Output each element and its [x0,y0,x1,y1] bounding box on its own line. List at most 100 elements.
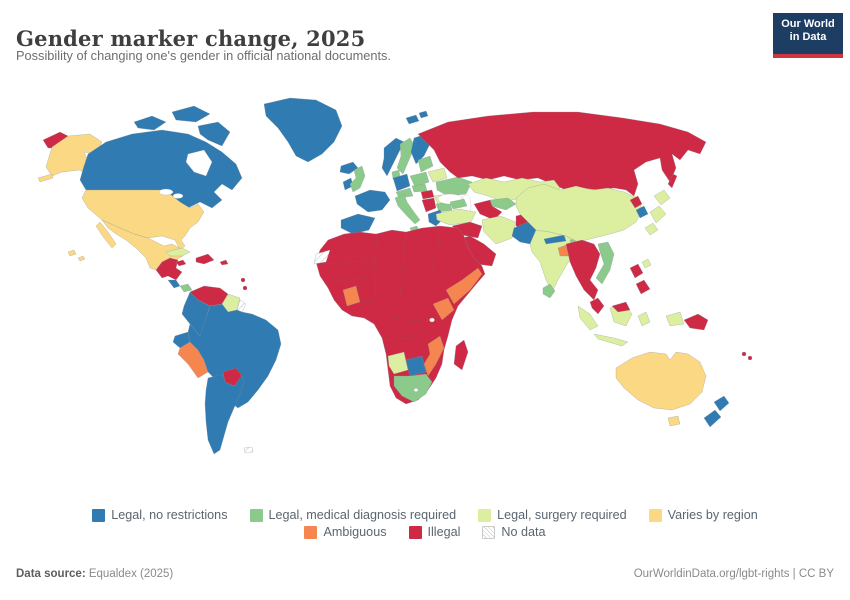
country-south-korea[interactable] [635,205,649,219]
country-north-korea[interactable] [629,195,643,209]
owid-logo-line2: in Data [789,31,827,43]
legend-label: Legal, surgery required [497,508,627,522]
country-svalbard-1[interactable] [405,114,420,125]
country-puerto-rico[interactable] [219,259,229,266]
country-fiji-2[interactable] [747,355,753,361]
country-svalbard-2[interactable] [418,110,429,119]
country-somalia[interactable] [445,267,483,305]
legend-item-no-data[interactable]: No data [482,525,546,539]
country-brazil[interactable] [187,303,282,409]
country-caucasus[interactable] [449,198,468,210]
country-fiji-1[interactable] [741,351,747,357]
owid-logo-line1: Our World [781,18,835,30]
country-baltics[interactable] [417,155,434,173]
legend-item-legal-surgery[interactable]: Legal, surgery required [478,508,627,522]
country-turkey[interactable] [435,208,477,226]
country-iceland[interactable] [339,161,359,175]
country-taiwan[interactable] [641,258,652,269]
country-greenland[interactable] [263,97,343,163]
lake-victoria [429,317,435,323]
country-japan-honshu[interactable] [649,205,667,224]
legend-item-legal-no-restrictions[interactable]: Legal, no restrictions [92,508,228,522]
country-japan-kyushu[interactable] [644,222,659,236]
legend-item-legal-medical[interactable]: Legal, medical diagnosis required [249,508,456,522]
country-new-zealand-north[interactable] [713,395,730,412]
country-canada-arctic-3[interactable] [197,121,231,147]
country-philippines-2[interactable] [635,279,651,295]
country-uk[interactable] [349,165,366,193]
country-ukraine[interactable] [435,176,473,197]
legend-item-varies-by-region[interactable]: Varies by region [648,508,758,522]
legend-item-ambiguous[interactable]: Ambiguous [304,525,387,539]
country-antilles-1[interactable] [240,277,246,283]
country-norway[interactable] [381,137,405,177]
country-iberia[interactable] [340,213,376,235]
chart-subtitle: Possibility of changing one's gender in … [16,48,391,63]
page-title: Gender marker change, 2025 [16,26,366,52]
country-hawaii-2[interactable] [77,255,86,262]
country-panama[interactable] [179,283,193,293]
country-philippines-1[interactable] [629,263,644,279]
country-central-america[interactable] [155,257,183,281]
legend-label: No data [501,525,546,539]
country-canada-arctic-1[interactable] [133,115,167,131]
country-vietnam[interactable] [595,241,615,285]
country-malaysia-peninsula[interactable] [589,297,605,315]
legend-label: Ambiguous [323,525,387,539]
country-jamaica[interactable] [175,259,187,267]
country-tasmania[interactable] [667,415,681,427]
country-hispaniola[interactable] [195,253,215,265]
country-nepal[interactable] [543,234,567,245]
country-baja-california[interactable] [95,221,117,249]
country-namibia[interactable] [387,351,409,375]
country-italy[interactable] [394,193,421,225]
country-belarus[interactable] [427,167,448,183]
country-sri-lanka[interactable] [542,283,556,299]
country-aleutians[interactable] [38,173,54,183]
country-south-africa[interactable] [393,373,433,403]
country-canada-arctic-2[interactable] [171,105,211,123]
country-hungary[interactable] [420,189,435,200]
owid-url-link[interactable]: OurWorldinData.org/lgbt-rights [633,568,790,580]
great-lakes-1 [158,188,174,196]
country-java[interactable] [593,333,629,347]
country-west-papua[interactable] [665,311,685,327]
country-madagascar[interactable] [453,339,469,371]
country-china-mongolia[interactable] [515,183,643,243]
country-serbia[interactable] [421,197,437,213]
country-falklands[interactable] [243,446,254,454]
data-source-value: Equaldex (2025) [85,568,174,580]
country-antilles-2[interactable] [242,285,248,291]
country-hawaii-1[interactable] [67,249,77,257]
lesotho-dot [413,388,419,392]
owid-logo-redbar [773,54,843,58]
country-ivory-coast[interactable] [342,285,361,307]
country-sumatra[interactable] [577,305,599,331]
country-poland[interactable] [409,171,430,188]
country-western-sahara[interactable] [313,249,331,265]
country-iran[interactable] [481,215,517,245]
country-sakhalin[interactable] [667,173,678,189]
country-germany[interactable] [392,173,411,192]
country-turkmenistan[interactable] [473,199,503,221]
country-africa-bulk[interactable] [315,225,486,405]
legend-row-1: Legal, no restrictions Legal, medical di… [92,508,758,522]
legend-item-illegal[interactable]: Illegal [408,525,460,539]
country-australia[interactable] [615,351,707,411]
footer-separator: | [789,568,799,580]
country-cuba[interactable] [165,247,191,257]
country-sulawesi[interactable] [637,311,651,327]
country-papua-new-guinea[interactable] [683,313,709,331]
country-sweden[interactable] [396,137,416,175]
country-japan-hokkaido[interactable] [653,189,671,206]
country-myanmar-thailand-laos[interactable] [565,239,601,301]
country-malaysia-borneo[interactable] [611,301,631,313]
country-mozambique[interactable] [423,335,445,377]
country-argentina-chile[interactable] [204,373,245,455]
country-costa-rica[interactable] [167,279,181,289]
country-france[interactable] [354,189,391,213]
country-botswana[interactable] [405,355,427,377]
country-kenya[interactable] [432,297,455,321]
country-russia[interactable] [417,111,707,197]
country-new-zealand-south[interactable] [703,409,722,428]
